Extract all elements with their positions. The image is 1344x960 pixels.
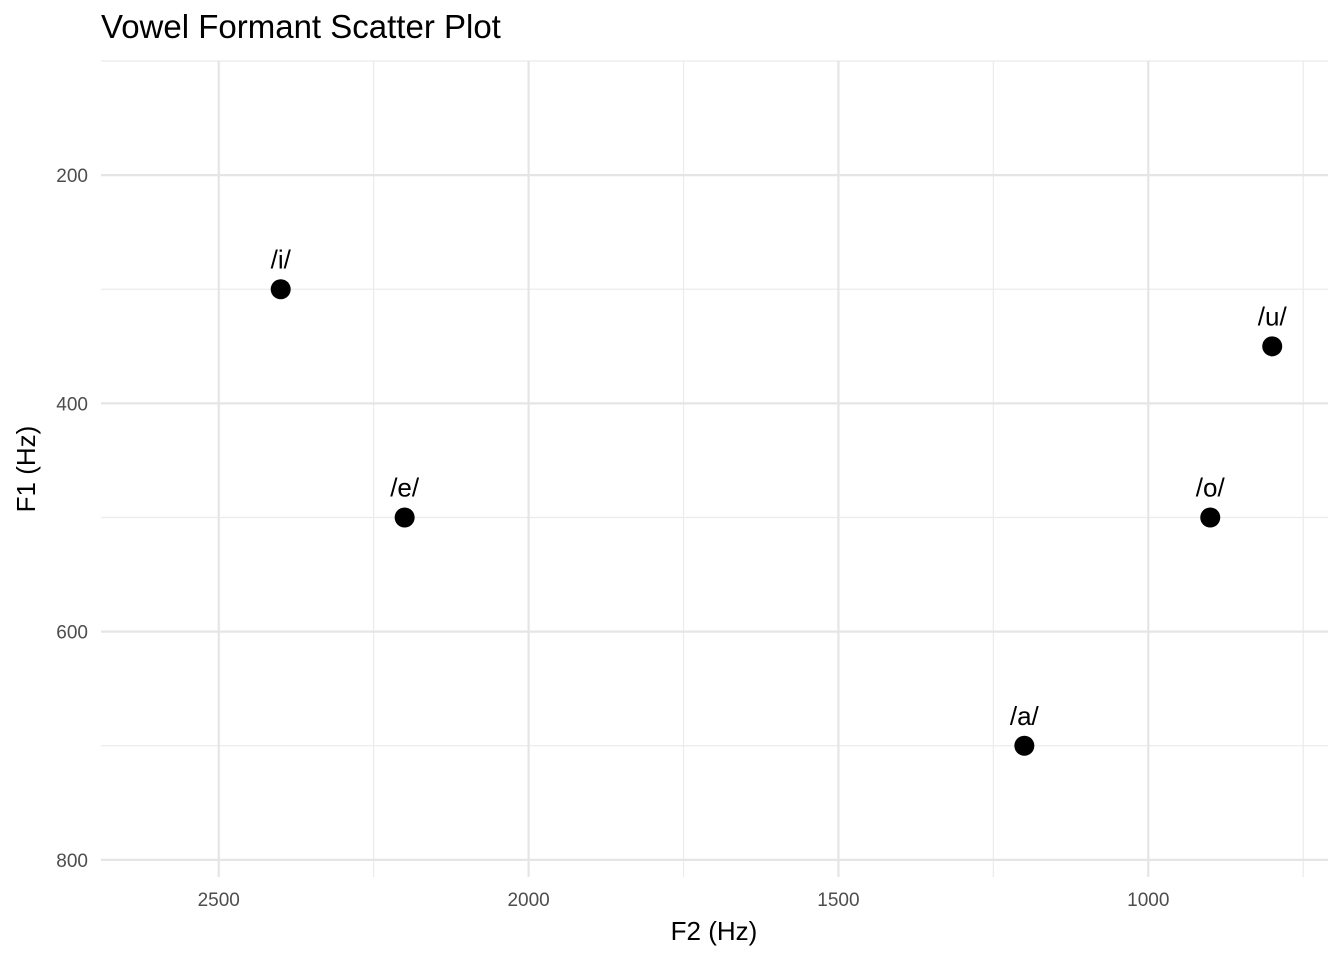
minor-gridlines [101, 60, 1328, 877]
data-point-3 [1200, 507, 1221, 528]
y-axis-ticks: 200 400 600 800 [56, 166, 88, 872]
y-tick-label-3: 800 [56, 851, 88, 872]
data-point-labels: /i/ /e/ /a/ /o/ /u/ [271, 244, 1288, 731]
x-tick-label-3: 1000 [1127, 890, 1169, 911]
data-points [270, 279, 1283, 756]
data-point-label-2: /a/ [1010, 701, 1040, 731]
y-tick-label-1: 400 [56, 394, 88, 415]
data-point-label-4: /u/ [1258, 301, 1288, 331]
y-tick-label-0: 200 [56, 166, 88, 187]
data-point-label-1: /e/ [390, 473, 420, 503]
data-point-label-0: /i/ [271, 244, 292, 274]
data-point-0 [270, 279, 291, 300]
data-point-4 [1262, 336, 1283, 357]
y-axis-title: F1 (Hz) [11, 426, 41, 513]
data-point-2 [1014, 735, 1035, 756]
x-axis-title: F2 (Hz) [671, 916, 758, 946]
major-gridlines [101, 61, 1328, 877]
x-tick-label-1: 2000 [507, 890, 549, 911]
x-axis-ticks: 2500 2000 1500 1000 [198, 890, 1170, 911]
data-point-label-3: /o/ [1196, 473, 1226, 503]
x-tick-label-0: 2500 [198, 890, 240, 911]
data-point-1 [394, 507, 415, 528]
chart-title: Vowel Formant Scatter Plot [101, 8, 501, 45]
y-tick-label-2: 600 [56, 623, 88, 644]
x-tick-label-2: 1500 [817, 890, 859, 911]
